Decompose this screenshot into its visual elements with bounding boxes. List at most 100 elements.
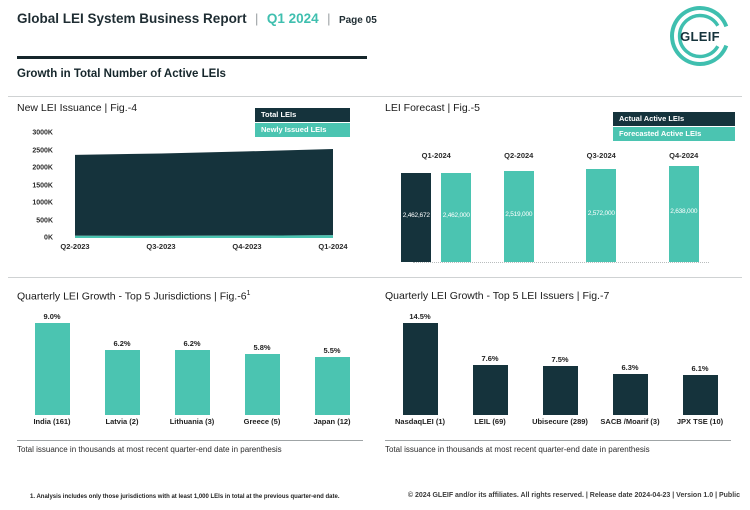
chart-title-fig6: Quarterly LEI Growth - Top 5 Jurisdictio… — [17, 290, 250, 303]
fig6-bar — [174, 349, 210, 415]
fig6-bar-slot: 5.8% — [227, 312, 297, 415]
fig6-bar — [104, 349, 140, 415]
fig7-bar — [542, 365, 578, 415]
fig4-y-tick: 2000K — [32, 164, 53, 172]
fig7-category-label: LEIL (69) — [474, 417, 506, 426]
fig7-categories: NasdaqLEI (1) LEIL (69) Ubisecure (289) SAC… — [385, 417, 735, 426]
fig7-bar-slot: 6.1% — [665, 312, 735, 415]
divider-middle — [8, 277, 742, 278]
fig6-bar-value: 9.0% — [43, 312, 61, 321]
fig7-bars: 14.5% 7.6% 7.5% 6.3% 6.1% — [385, 312, 735, 415]
fig7-bar-value: 6.3% — [621, 362, 639, 372]
fig5-bar-forecast: 2,462,000 — [441, 173, 472, 262]
fig6-bar-slot: 6.2% — [87, 312, 157, 415]
fig5-bar-group: 2,462,672 2,462,000 — [395, 166, 478, 262]
fig7-caption-divider — [385, 440, 731, 441]
legend-item-forecasted: Forecasted Active LEIs — [613, 127, 735, 141]
fig4-area-svg — [75, 149, 333, 238]
legend-item-actual: Actual Active LEIs — [613, 112, 735, 126]
report-title: Global LEI System Business Report — [17, 11, 247, 26]
fig4-y-tick: 1000K — [32, 199, 53, 207]
fig6-category-label: Greece (5) — [243, 417, 281, 426]
fig6-category-label: Latvia (2) — [105, 417, 139, 426]
divider-top — [8, 96, 742, 97]
fig6-bar-value: 5.5% — [323, 345, 341, 355]
fig5-bar-value: 2,462,672 — [402, 212, 430, 220]
fig6-caption-divider — [17, 440, 363, 441]
fig4-y-tick: 3000K — [32, 129, 53, 137]
fig4-x-tick: Q1-2024 — [318, 242, 348, 251]
gleif-logo-icon: GLEIF — [670, 6, 729, 66]
gleif-logo: GLEIF — [666, 3, 734, 72]
fig6-category-label: Japan (12) — [313, 417, 351, 426]
separator: | — [327, 11, 331, 26]
fig7-category-label: NasdaqLEI (1) — [394, 417, 445, 426]
fig7-bar — [472, 365, 508, 415]
fig7-bar-slot: 6.3% — [595, 312, 665, 415]
fig6-bar-value: 5.8% — [253, 342, 271, 352]
fig4-total-area — [75, 149, 333, 236]
fig4-x-tick: Q3-2023 — [146, 242, 176, 251]
separator: | — [255, 11, 259, 26]
section-title: Growth in Total Number of Active LEIs — [17, 68, 226, 80]
fig7-bar-value: 7.5% — [551, 354, 569, 364]
chart-top5-issuers: Quarterly LEI Growth - Top 5 LEI Issuers… — [385, 284, 735, 460]
fig5-bars: 2,462,672 2,462,000 2,519,000 2,572,000 2,63… — [395, 166, 725, 262]
fig5-bar-value: 2,519,000 — [505, 210, 533, 218]
fig6-category-label: Lithuania (3) — [169, 417, 215, 426]
legend-fig5: Actual Active LEIs Forecasted Active LEI… — [613, 112, 735, 141]
fig5-category-label: Q3-2024 — [586, 151, 616, 160]
chart-title-fig7: Quarterly LEI Growth - Top 5 LEI Issuers… — [385, 290, 610, 302]
fig6-bar-value: 6.2% — [113, 338, 131, 348]
chart-title-fig4: New LEI Issuance | Fig.-4 — [17, 102, 138, 114]
fig5-bar-group: 2,572,000 — [560, 166, 643, 262]
fig5-bar-actual: 2,462,672 — [401, 173, 432, 262]
fig6-caption: Total issuance in thousands at most rece… — [17, 445, 282, 454]
fig5-bar-forecast: 2,519,000 — [503, 170, 534, 262]
footnote: 1. Analysis includes only those jurisdic… — [30, 494, 340, 500]
fig5-bar-forecast: 2,572,000 — [586, 168, 617, 262]
fig6-bar-slot: 6.2% — [157, 312, 227, 415]
page-header: Global LEI System Business Report | Q1 2… — [17, 10, 377, 28]
chart-title-fig5: LEI Forecast | Fig.-5 — [385, 102, 480, 114]
page-number: Page 05 — [338, 15, 377, 26]
fig7-bar — [402, 323, 438, 415]
chart-top5-jurisdictions: Quarterly LEI Growth - Top 5 Jurisdictio… — [17, 284, 367, 460]
legend-fig4: Total LEIs Newly Issued LEIs — [255, 108, 350, 137]
fig6-categories: India (161) Latvia (2) Lithuania (3) Greece… — [17, 417, 367, 426]
fig4-x-tick: Q4-2023 — [232, 242, 262, 251]
fig5-bar-forecast: 2,638,000 — [668, 166, 699, 262]
fig7-bar-slot: 7.6% — [455, 312, 525, 415]
fig4-newly-issued-area — [75, 235, 333, 238]
legend-item-total-leis: Total LEIs — [255, 108, 350, 122]
fig5-bar-value: 2,638,000 — [670, 208, 698, 216]
fig7-category-label: Ubisecure (289) — [532, 417, 588, 426]
fig4-y-tick: 0K — [44, 234, 53, 242]
fig7-bar-value: 7.6% — [481, 354, 499, 364]
fig5-bar-value: 2,462,000 — [442, 212, 470, 220]
legend-item-newly-issued: Newly Issued LEIs — [255, 123, 350, 137]
fig5-category-label: Q4-2024 — [669, 151, 699, 160]
fig7-category-label: JPX TSE (10) — [676, 417, 724, 426]
fig6-bar-value: 6.2% — [183, 338, 201, 348]
fig7-bar-slot: 14.5% — [385, 312, 455, 415]
fig6-bar — [244, 353, 280, 415]
fig7-bar-value: 6.1% — [691, 364, 709, 373]
fig4-y-tick: 2500K — [32, 147, 53, 154]
fig5-categories: Q1-2024 Q2-2024 Q3-2024 Q4-2024 — [395, 151, 725, 160]
chart-title-text: Quarterly LEI Growth - Top 5 Jurisdictio… — [17, 290, 247, 303]
fig6-bar-slot: 9.0% — [17, 312, 87, 415]
fig7-caption: Total issuance in thousands at most rece… — [385, 445, 650, 454]
fig4-y-tick: 500K — [36, 217, 53, 224]
fig6-bars: 9.0% 6.2% 6.2% 5.8% 5.5% — [17, 312, 367, 415]
fig5-category-label: Q2-2024 — [504, 151, 534, 160]
fig5-bar-group: 2,638,000 — [643, 166, 726, 262]
fig6-bar — [34, 323, 70, 415]
fig7-category-label: SACB /Moarif (3) — [600, 417, 660, 426]
fig7-bar — [612, 373, 648, 415]
copyright-footer: © 2024 GLEIF and/or its affiliates. All … — [407, 492, 740, 499]
fig5-baseline — [413, 262, 709, 263]
report-period: Q1 2024 — [266, 11, 319, 26]
fig5-bar-group: 2,519,000 — [478, 166, 561, 262]
fig5-category-label: Q1-2024 — [421, 151, 451, 160]
